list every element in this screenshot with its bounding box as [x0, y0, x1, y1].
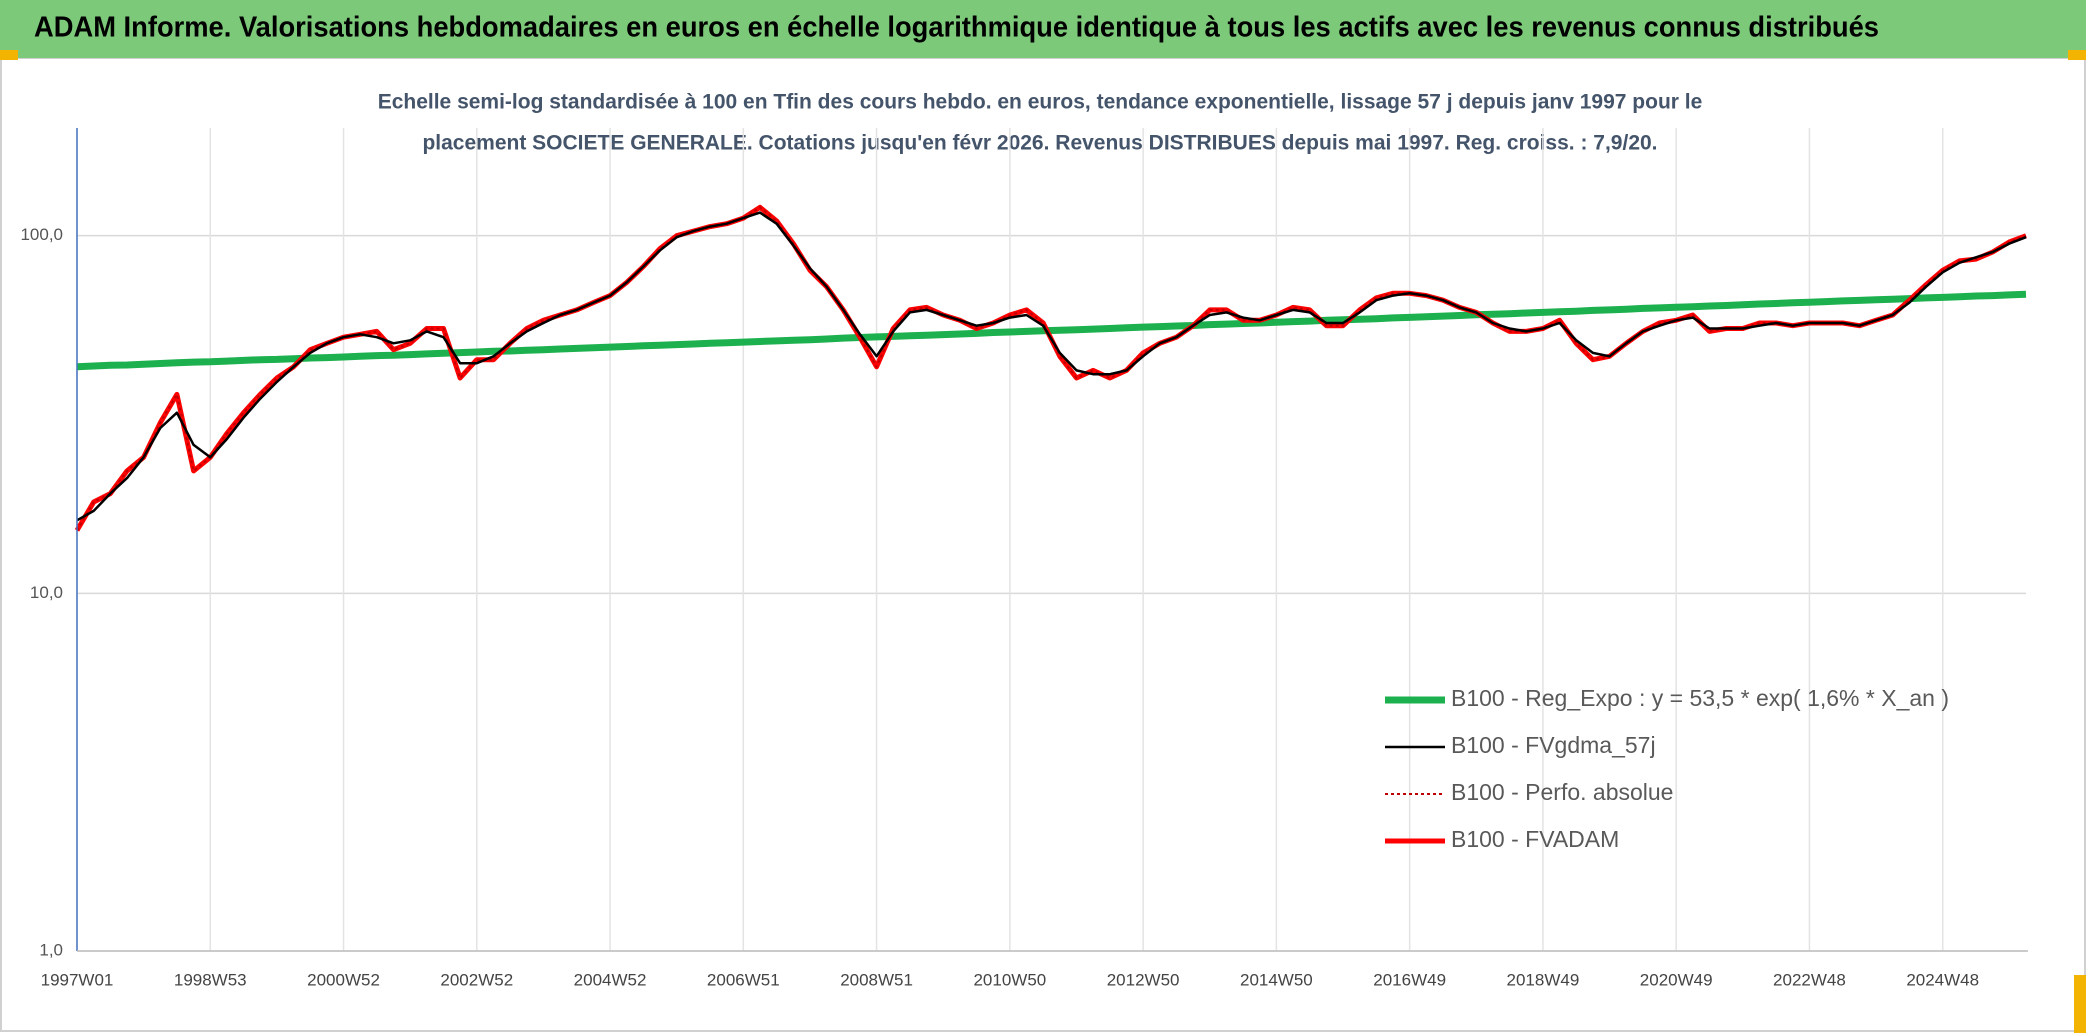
- x-tick-label: 2016W49: [1373, 970, 1446, 989]
- lines: [74, 204, 2027, 532]
- subtitle: Echelle semi-log standardisée à 100 en T…: [378, 91, 1703, 114]
- subtitle: placement SOCIETE GENERALE. Cotations ju…: [422, 132, 1657, 155]
- legend-label: B100 - Perfo. absolue: [1451, 779, 1673, 805]
- x-tick-label: 2000W52: [307, 970, 380, 989]
- chart-title: ADAM Informe. Valorisations hebdomadaire…: [34, 12, 1879, 44]
- x-tick-label: 2018W49: [1507, 970, 1580, 989]
- y-tick-label: 1,0: [39, 940, 63, 959]
- x-tick-label: 2020W49: [1640, 970, 1713, 989]
- x-tick-label: 1998W53: [174, 970, 247, 989]
- series-line: [76, 290, 2027, 371]
- y-tick-label: 100,0: [20, 225, 63, 244]
- corner: [0, 50, 18, 60]
- legend-label: B100 - Reg_Expo : y = 53,5 * exp( 1,6% *…: [1451, 685, 1949, 711]
- legend-label: B100 - FVgdma_57j: [1451, 732, 1656, 758]
- x-tick-label: 2014W50: [1240, 970, 1313, 989]
- series-line: [76, 211, 2027, 522]
- legend: B100 - Reg_Expo : y = 53,5 * exp( 1,6% *…: [1385, 685, 1949, 852]
- x-tick-label: 2024W48: [1906, 970, 1979, 989]
- x-tick-label: 2022W48: [1773, 970, 1846, 989]
- x-tick-label: 2002W52: [440, 970, 513, 989]
- x-tick-label: 2006W51: [707, 970, 780, 989]
- x-tick-label: 2008W51: [840, 970, 913, 989]
- series-line: [76, 206, 2027, 531]
- legend-label: B100 - FVADAM: [1451, 826, 1619, 852]
- x-tick-label: 2010W50: [973, 970, 1046, 989]
- x-tick-label: 2012W50: [1107, 970, 1180, 989]
- title-bar: [0, 0, 2086, 58]
- x-tick-label: 1997W01: [41, 970, 114, 989]
- corner: [2074, 975, 2086, 1033]
- y-tick-label: 10,0: [30, 583, 63, 602]
- corner: [2068, 50, 2086, 60]
- labels: 1,0 10,0 100,0 1997W01 1998W53 2000W52 2002W52…: [20, 225, 1979, 989]
- x-tick-label: 2004W52: [574, 970, 647, 989]
